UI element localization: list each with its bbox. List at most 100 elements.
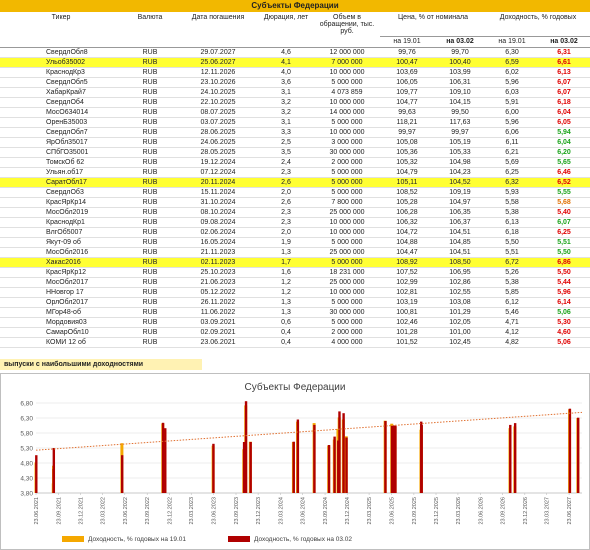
bar-yield-d2 [509,424,512,493]
ticker-cell: Мордовия03 [0,317,122,328]
legend-swatch-d2 [228,536,250,542]
yield-d1-cell: 5,26 [486,267,538,278]
yield-d2-cell: 6,18 [538,97,590,108]
volume-cell: 2 000 000 [314,327,380,338]
table-row: СаратОбл17 RUB 20.11.2024 2,6 5 000 000 105,1… [0,177,590,188]
yield-chart-svg: Субъекты Федерации 3,80 4,30 4,80 5,30 5,80 6… [0,373,590,550]
ticker-cell: СамарОбл10 [0,327,122,338]
table-row: ННовгор 17 RUB 05.12.2022 1,2 10 000 000 102,… [0,287,590,298]
price-d1-cell: 102,81 [380,287,434,298]
currency-cell: RUB [122,87,178,98]
table-row: МосОбл2016 RUB 21.11.2023 1,3 25 000 000 104,… [0,247,590,258]
ticker-cell: Хакас2016 [0,257,122,268]
table-row: КОМИ 12 об RUB 23.06.2021 0,4 4 000 000 101,5… [0,337,590,348]
currency-cell: RUB [122,207,178,218]
x-tick-label: 23.09.2021 [56,497,62,525]
table-row: СвердлОб4 RUB 22.10.2025 3,2 10 000 000 104,7… [0,97,590,108]
price-d2-cell: 104,51 [434,227,486,238]
currency-cell: RUB [122,237,178,248]
yield-d2-cell: 6,61 [538,57,590,68]
price-d2-cell: 106,95 [434,267,486,278]
volume-cell: 10 000 000 [314,227,380,238]
x-tick-label: 23.06.2021 [34,497,40,525]
table-row: КрасЯрКр12 RUB 25.10.2023 1,6 18 231 000 107,… [0,267,590,278]
price-d1-cell: 108,92 [380,257,434,268]
yield-d2-cell: 6,20 [538,147,590,158]
table-row: МосО634014 RUB 08.07.2025 3,2 14 000 000 99,6… [0,107,590,118]
table-row: СвердлОбл8 RUB 29.07.2027 4,6 12 000 000 99,7… [0,47,590,58]
volume-cell: 18 231 000 [314,267,380,278]
bar-yield-d2 [384,421,387,493]
price-d1-cell: 102,99 [380,277,434,288]
bar-yield-d2 [52,448,56,493]
price-d1-cell: 118,21 [380,117,434,128]
y-tick-label: 5,80 [20,431,33,438]
yield-d1-cell: 5,96 [486,117,538,128]
yield-d1-cell: 6,13 [486,217,538,228]
table-row: Хакас2016 RUB 02.11.2023 1,7 5 000 000 108,92… [0,257,590,268]
bar-yield-d2 [313,424,316,493]
duration-cell: 1,6 [258,267,314,278]
price-d1-cell: 105,08 [380,137,434,148]
price-d1-cell: 105,32 [380,157,434,168]
price-d2-cell: 106,37 [434,217,486,228]
ticker-cell: ТомскОб 62 [0,157,122,168]
currency-cell: RUB [122,267,178,278]
volume-cell: 5 000 000 [314,297,380,308]
x-tick-label: 23.03.2022 [100,497,106,525]
x-tick-label: 23.03.2025 [367,497,373,525]
maturity-cell: 20.11.2024 [178,177,258,188]
maturity-cell: 05.12.2022 [178,287,258,298]
table-row: ХабарКрай7 RUB 24.10.2025 3,1 4 073 859 109,7… [0,87,590,98]
volume-cell: 2 000 000 [314,157,380,168]
yield-d1-cell: 5,96 [486,77,538,88]
volume-cell: 4 000 000 [314,337,380,348]
ticker-cell: СаратОбл17 [0,177,122,188]
yield-d1-cell: 6,03 [486,87,538,98]
col-yield: Доходность, % годовых [486,12,590,37]
price-d1-cell: 104,72 [380,227,434,238]
price-d1-cell: 104,88 [380,237,434,248]
volume-cell: 3 000 000 [314,137,380,148]
price-d2-cell: 117,63 [434,117,486,128]
duration-cell: 3,1 [258,87,314,98]
yield-d2-cell: 5,06 [538,337,590,348]
bar-yield-d2 [394,425,397,493]
table-row: Ульоб35002 RUB 25.06.2027 4,1 7 000 000 100,4… [0,57,590,68]
x-tick-label: 23.06.2024 [301,497,307,525]
volume-cell: 5 000 000 [314,77,380,88]
price-d2-cell: 99,50 [434,107,486,118]
x-tick-label: 23.06.2023 [212,497,218,525]
maturity-cell: 25.10.2023 [178,267,258,278]
price-d2-cell: 105,33 [434,147,486,158]
duration-cell: 3,1 [258,117,314,128]
x-tick-label: 23.12.2021 [79,497,85,525]
table-row: Ульян.об17 RUB 07.12.2024 2,3 5 000 000 104,7… [0,167,590,178]
ticker-cell: КраснодКр3 [0,67,122,78]
price-d1-cell: 106,05 [380,77,434,88]
yield-d2-cell: 5,06 [538,307,590,318]
price-d2-cell: 102,05 [434,317,486,328]
table-row: МосОбл2019 RUB 08.10.2024 2,3 25 000 000 106,… [0,207,590,218]
volume-cell: 5 000 000 [314,317,380,328]
table-row: МГор48-об RUB 11.06.2022 1,3 30 000 000 100,8… [0,307,590,318]
currency-cell: RUB [122,57,178,68]
volume-cell: 10 000 000 [314,67,380,78]
maturity-cell: 16.05.2024 [178,237,258,248]
yield-d2-cell: 5,51 [538,237,590,248]
yield-d1-cell: 6,00 [486,107,538,118]
duration-cell: 2,3 [258,167,314,178]
volume-cell: 30 000 000 [314,307,380,318]
price-d2-cell: 101,00 [434,327,486,338]
currency-cell: RUB [122,187,178,198]
bar-yield-d2 [292,441,295,493]
col-currency: Валюта [122,12,178,48]
currency-cell: RUB [122,337,178,348]
chart-legend: Доходность, % годовых на 19.01 Доходность… [62,536,352,543]
ticker-cell: Якут-09 об [0,237,122,248]
yield-d1-cell: 5,38 [486,207,538,218]
maturity-cell: 21.06.2023 [178,277,258,288]
duration-cell: 1,3 [258,297,314,308]
y-tick-label: 5,30 [20,446,33,453]
bar-yield-d2 [161,422,165,493]
